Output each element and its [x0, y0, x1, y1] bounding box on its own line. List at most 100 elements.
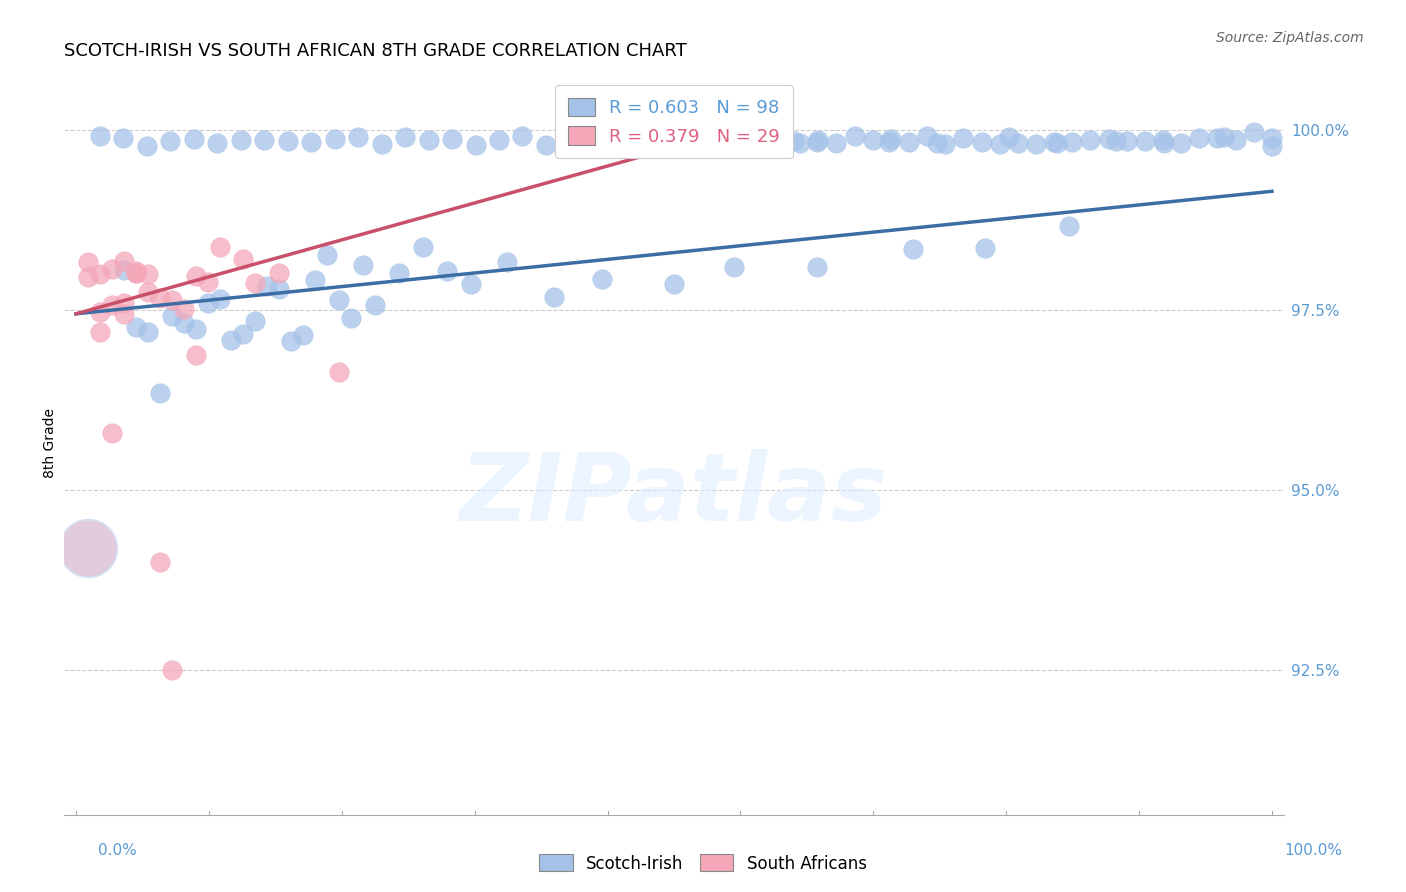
Point	[77, 541, 100, 555]
Point	[101, 425, 124, 440]
Point	[825, 136, 848, 150]
Point	[723, 260, 745, 274]
Point	[1097, 132, 1119, 146]
Point	[89, 325, 111, 339]
Point	[364, 298, 387, 312]
Text: 0.0%: 0.0%	[98, 843, 138, 858]
Point	[880, 132, 903, 146]
Point	[208, 292, 231, 306]
Point	[1025, 136, 1047, 151]
Point	[112, 254, 135, 268]
Point	[160, 293, 183, 307]
Point	[112, 295, 135, 310]
Point	[460, 277, 482, 292]
Point	[77, 541, 100, 555]
Point	[534, 137, 557, 152]
Point	[1105, 134, 1128, 148]
Text: Source: ZipAtlas.com: Source: ZipAtlas.com	[1216, 31, 1364, 45]
Point	[1153, 136, 1175, 150]
Point	[89, 267, 111, 281]
Point	[970, 135, 993, 149]
Point	[112, 262, 135, 277]
Point	[898, 135, 921, 149]
Point	[208, 240, 231, 254]
Point	[734, 135, 756, 149]
Point	[245, 314, 267, 328]
Point	[723, 128, 745, 143]
Point	[973, 241, 995, 255]
Point	[1188, 131, 1211, 145]
Point	[149, 386, 172, 401]
Point	[412, 239, 434, 253]
Point	[232, 326, 254, 341]
Point	[807, 133, 830, 147]
Point	[1133, 134, 1156, 148]
Point	[316, 248, 339, 262]
Point	[89, 129, 111, 144]
Point	[229, 133, 252, 147]
Point	[436, 263, 458, 277]
Point	[628, 125, 651, 139]
Point	[160, 664, 183, 678]
Point	[112, 131, 135, 145]
Point	[101, 262, 124, 277]
Point	[752, 131, 775, 145]
Point	[183, 131, 205, 145]
Point	[280, 334, 302, 349]
Point	[77, 270, 100, 285]
Point	[1057, 219, 1080, 234]
Point	[543, 290, 565, 304]
Point	[998, 129, 1021, 144]
Point	[112, 307, 135, 321]
Point	[862, 133, 884, 147]
Text: ZIPatlas: ZIPatlas	[460, 450, 889, 541]
Point	[370, 137, 392, 152]
Legend: Scotch-Irish, South Africans: Scotch-Irish, South Africans	[533, 847, 873, 880]
Point	[184, 268, 207, 283]
Point	[582, 140, 605, 154]
Point	[89, 305, 111, 319]
Point	[512, 128, 534, 143]
Point	[136, 268, 159, 282]
Point	[806, 135, 828, 149]
Point	[125, 266, 148, 280]
Point	[207, 136, 229, 151]
Point	[1261, 139, 1284, 153]
Point	[347, 129, 370, 144]
Point	[184, 321, 207, 335]
Point	[901, 242, 924, 256]
Point	[77, 255, 100, 269]
Point	[125, 263, 148, 277]
Point	[806, 260, 828, 274]
Point	[184, 349, 207, 363]
Point	[232, 252, 254, 266]
Point	[662, 277, 685, 291]
Point	[1080, 133, 1102, 147]
Point	[328, 365, 350, 379]
Point	[699, 134, 721, 148]
Point	[160, 309, 183, 323]
Point	[136, 325, 159, 339]
Point	[591, 272, 613, 286]
Point	[149, 292, 172, 306]
Point	[441, 132, 464, 146]
Point	[652, 129, 675, 144]
Point	[256, 279, 278, 293]
Point	[394, 130, 416, 145]
Point	[323, 132, 346, 146]
Point	[1043, 135, 1066, 149]
Point	[304, 273, 326, 287]
Point	[269, 266, 291, 280]
Point	[352, 258, 374, 272]
Point	[464, 138, 486, 153]
Point	[149, 555, 172, 569]
Point	[125, 266, 148, 280]
Point	[197, 276, 219, 290]
Point	[340, 310, 363, 325]
Point	[173, 317, 195, 331]
Point	[1046, 136, 1069, 151]
Text: SCOTCH-IRISH VS SOUTH AFRICAN 8TH GRADE CORRELATION CHART: SCOTCH-IRISH VS SOUTH AFRICAN 8TH GRADE …	[65, 42, 686, 60]
Point	[495, 255, 517, 269]
Point	[1261, 130, 1284, 145]
Point	[253, 133, 276, 147]
